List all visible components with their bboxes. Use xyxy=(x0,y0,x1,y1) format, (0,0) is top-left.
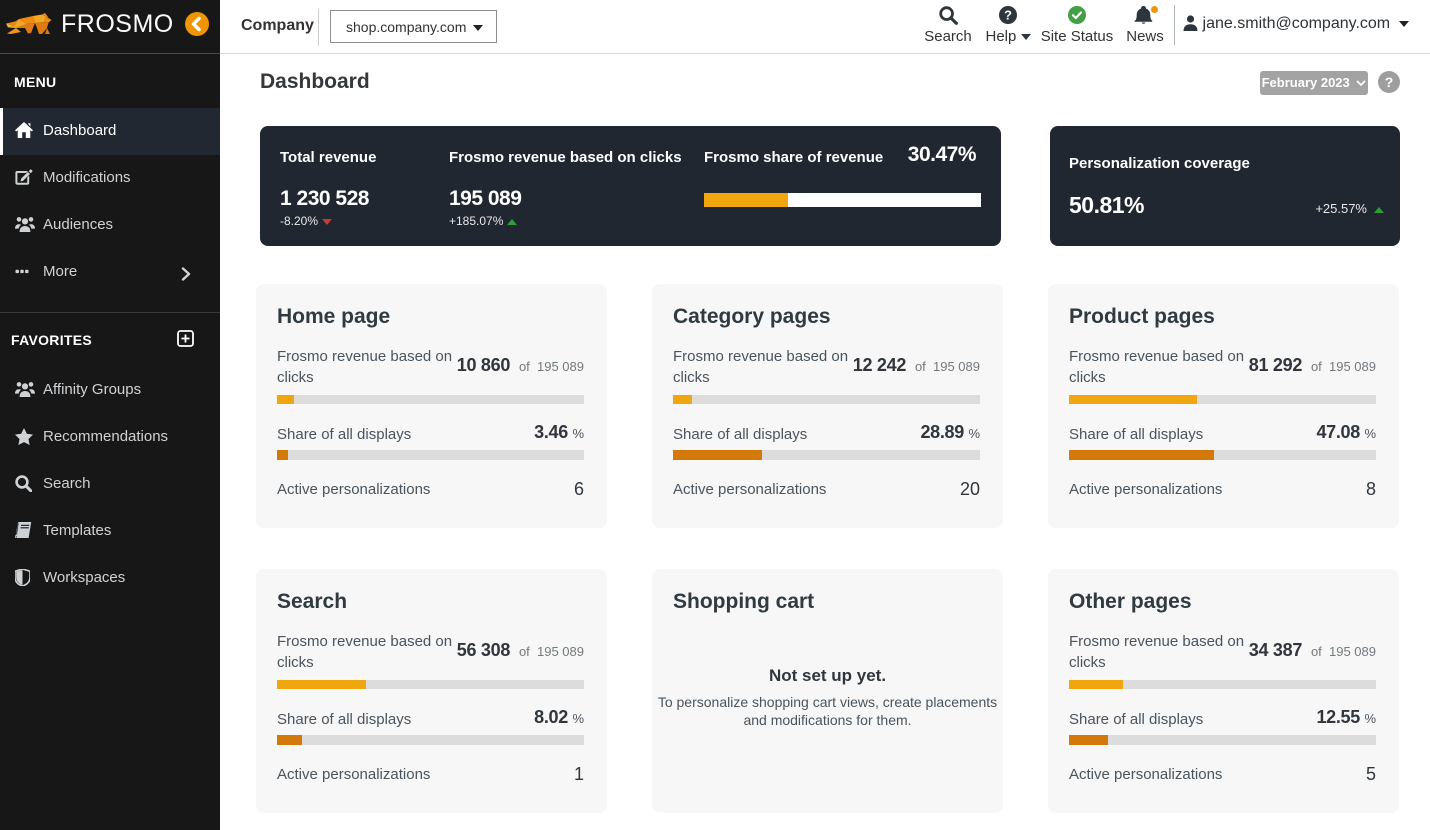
svg-text:?: ? xyxy=(1004,8,1012,23)
